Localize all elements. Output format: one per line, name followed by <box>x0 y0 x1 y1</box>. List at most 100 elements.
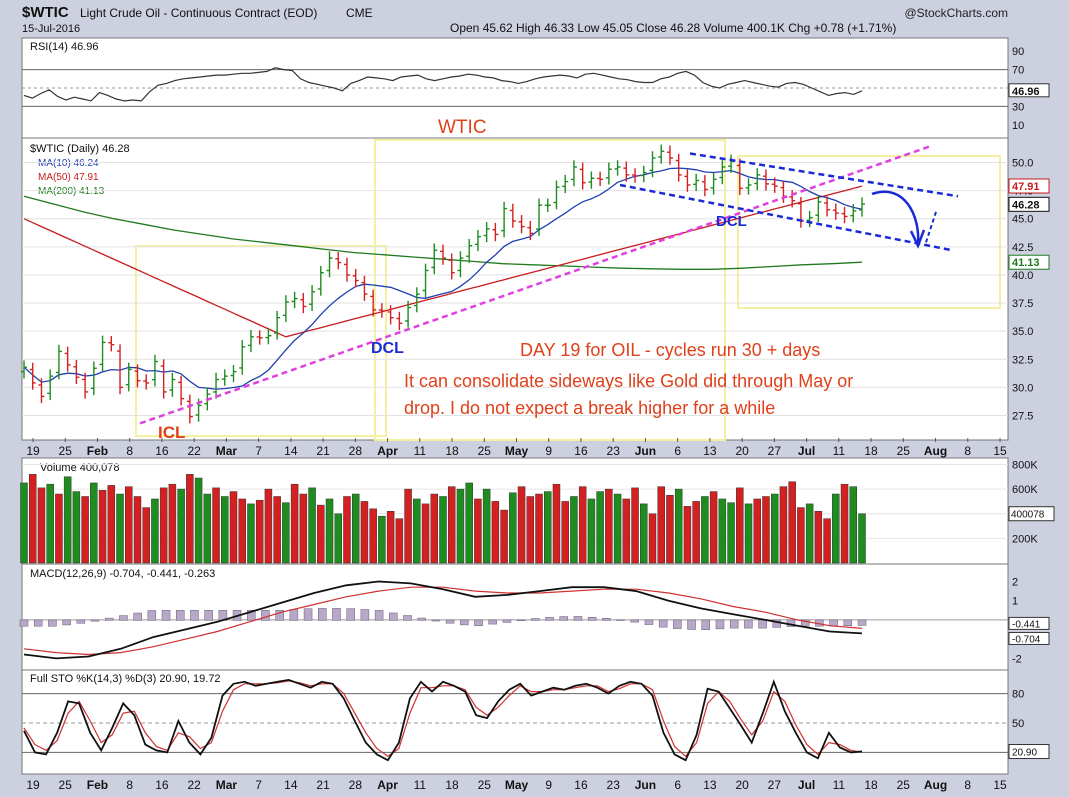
x-tick-top: 22 <box>187 444 201 458</box>
macd-y-tick: 1 <box>1012 596 1018 608</box>
volume-bar <box>657 486 665 564</box>
x-tick-top: 18 <box>445 444 459 458</box>
x-tick-bottom: Jun <box>635 778 656 792</box>
price-y-tick: 37.5 <box>1012 298 1033 310</box>
macd-panel <box>21 563 1009 671</box>
price-tag <box>1008 196 1050 212</box>
volume-bar <box>544 491 552 564</box>
x-tick-top: 25 <box>59 444 73 458</box>
x-tick-top: 21 <box>316 444 330 458</box>
macd-histogram-bar <box>673 619 682 629</box>
volume-bar <box>517 486 526 564</box>
stochastic-y-tick: 50 <box>1012 718 1024 730</box>
volume-bar <box>814 511 823 564</box>
volume-bar <box>605 488 613 564</box>
volume-bar <box>351 493 360 564</box>
x-tick-bottom: 13 <box>703 778 717 792</box>
volume-bar <box>587 498 596 564</box>
x-tick-top: 6 <box>674 444 681 458</box>
volume-bar <box>736 487 744 564</box>
channel-upper <box>689 152 959 198</box>
x-tick-bottom: 8 <box>964 778 971 792</box>
macd-histogram-bar <box>104 617 114 621</box>
volume-bar <box>299 493 308 564</box>
annotation-dcl-june: DCL <box>716 213 747 230</box>
x-tick-top: May <box>505 444 529 458</box>
highlight-box <box>374 139 726 441</box>
macd-histogram-bar <box>545 617 554 621</box>
volume-bar <box>430 493 439 564</box>
x-tick-bottom: Apr <box>377 778 398 792</box>
volume-bar <box>142 507 150 564</box>
x-tick-top: Jun <box>635 444 656 458</box>
exchange-label: CME <box>346 6 373 20</box>
volume-bar <box>90 482 98 564</box>
macd-histogram-bar <box>275 610 284 621</box>
x-tick-bottom: 8 <box>126 778 133 792</box>
price-tag-label: 46.28 <box>1012 199 1040 211</box>
macd-histogram-bar <box>147 610 157 621</box>
volume-bar <box>151 498 159 564</box>
volume-bar <box>701 496 709 564</box>
macd-histogram-bar <box>630 619 639 623</box>
volume-bar <box>788 481 796 564</box>
annotation-note-line2: drop. I do not expect a break higher for… <box>404 398 775 418</box>
volume-bar <box>255 499 264 564</box>
volume-bar <box>709 491 718 564</box>
macd-y-tick: 2 <box>1012 576 1018 588</box>
volume-bar <box>395 518 404 564</box>
volume-bar <box>622 498 631 564</box>
macd-histogram-bar <box>701 619 711 630</box>
x-tick-top: 28 <box>349 444 363 458</box>
macd-value-label: -0.441 <box>1012 619 1041 630</box>
volume-bar <box>648 513 657 564</box>
x-tick-bottom: Mar <box>216 778 238 792</box>
symbol-title: $WTIC <box>22 4 69 21</box>
annotation-icl: ICL <box>158 423 185 442</box>
chart-date: 15-Jul-2016 <box>22 23 80 35</box>
rsi-legend: RSI(14) 46.96 <box>30 41 98 53</box>
volume-bar <box>273 496 281 564</box>
x-tick-top: 20 <box>735 444 749 458</box>
highlight-boxes <box>135 139 1001 441</box>
x-tick-top: Mar <box>216 444 238 458</box>
macd-histogram-bar <box>559 616 568 621</box>
volume-bar <box>133 496 142 564</box>
macd-histogram-bar <box>658 619 668 628</box>
macd-histogram-bar <box>573 616 583 621</box>
macd-histogram-bar <box>374 610 384 621</box>
x-tick-bottom: 25 <box>478 778 492 792</box>
x-tick-bottom: 28 <box>349 778 363 792</box>
price-y-tick: 45.0 <box>1012 214 1033 226</box>
x-tick-bottom: 9 <box>545 778 552 792</box>
volume-bar <box>858 513 866 564</box>
rsi-line <box>23 67 863 102</box>
x-tick-top: Apr <box>377 444 398 458</box>
volume-bar <box>770 493 779 564</box>
volume-bar <box>107 485 116 564</box>
x-tick-top: 11 <box>414 444 427 458</box>
price-y-tick: 40.0 <box>1012 270 1033 282</box>
annotation-dcl-april: DCL <box>371 340 404 357</box>
annotation-day19: DAY 19 for OIL - cycles run 30 + days <box>520 340 820 360</box>
x-tick-bottom: Aug <box>924 778 947 792</box>
x-tick-bottom: 25 <box>59 778 73 792</box>
macd-histogram-bar <box>602 618 611 621</box>
volume-bar <box>683 506 692 564</box>
volume-bar <box>482 488 491 564</box>
volume-bar <box>229 491 238 564</box>
channel-lower <box>619 183 953 252</box>
price-y-tick: 50.0 <box>1012 157 1033 169</box>
x-tick-bottom: 16 <box>155 778 169 792</box>
macd-histogram-bar <box>772 619 782 628</box>
volume-bar <box>20 482 28 564</box>
macd-y-tick: -2 <box>1012 653 1022 665</box>
volume-bar <box>177 488 185 564</box>
price-y-tick: 30.0 <box>1012 382 1033 394</box>
volume-bar <box>797 507 805 564</box>
macd-histogram-bar <box>715 619 725 630</box>
x-tick-bottom: 19 <box>26 778 40 792</box>
volume-bar <box>81 496 89 564</box>
volume-bar <box>369 508 377 564</box>
rsi-y-tick: 70 <box>1012 65 1024 77</box>
